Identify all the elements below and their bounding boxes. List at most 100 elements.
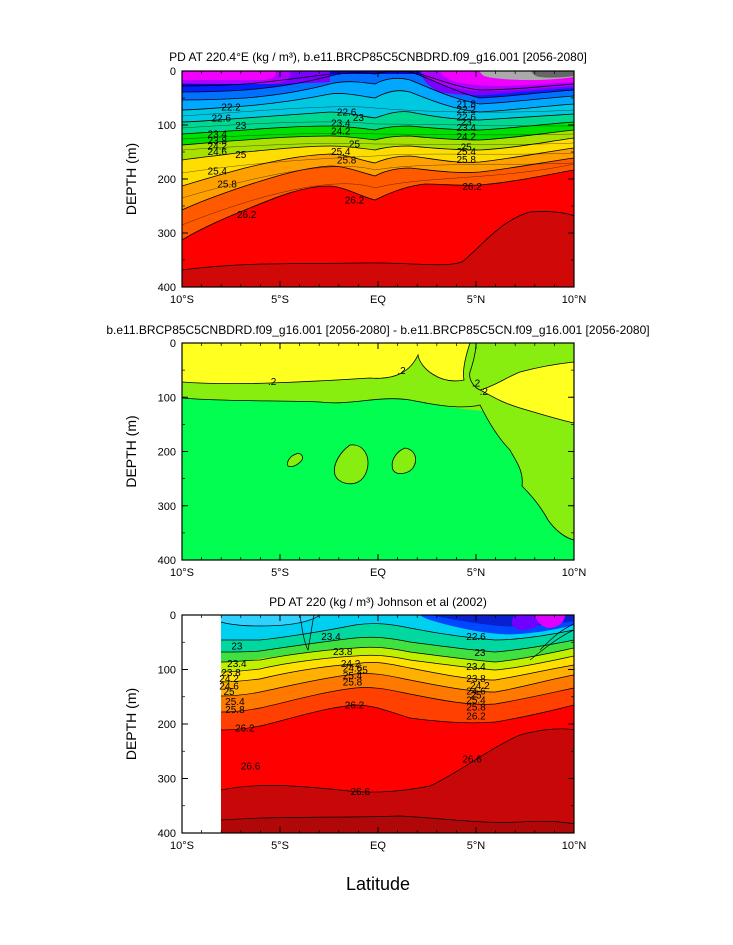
contour-label: 25.8	[456, 155, 476, 166]
contour-label: 24.6	[208, 147, 228, 158]
contour-label: 24.2	[208, 142, 228, 153]
y-tick-label: 400	[158, 828, 176, 840]
contour-label: 22.6	[466, 632, 486, 643]
contour-label: .2	[268, 377, 277, 388]
x-tick-label: 5°N	[467, 567, 486, 579]
panel-2-title: b.e11.BRCP85C5CNBDRD.f09_g16.001 [2056-2…	[106, 323, 649, 337]
contour-label: 25	[470, 691, 482, 702]
contour-label: 23.4	[321, 632, 341, 643]
contour-label: 25.8	[337, 156, 357, 167]
contour-label: 24.6	[219, 681, 239, 692]
contour-label: 23.8	[208, 136, 228, 147]
contour-label: 21.8	[456, 99, 476, 110]
x-tick-label: 5°S	[271, 294, 289, 306]
contour-label: 23.4	[466, 662, 486, 673]
panel-3: PD AT 220 (kg / m³) Johnson et al (2002)	[123, 595, 586, 852]
contour-label: 23	[235, 121, 247, 132]
contour-label: 26.6	[462, 754, 482, 765]
y-tick-label: 0	[170, 338, 176, 350]
x-tick-label: 5°S	[271, 567, 289, 579]
panel-2-contour-labels: .2.2.2.2	[268, 366, 488, 398]
panel-3-fill	[182, 615, 574, 833]
y-tick-label: 100	[158, 392, 176, 404]
contour-label: 25.4	[208, 166, 228, 177]
x-tick-label: 10°S	[170, 294, 194, 306]
y-tick-label: 100	[158, 120, 176, 132]
y-tick-label: 300	[158, 228, 176, 240]
contour-label: 24.2	[341, 659, 361, 670]
y-axis-label: DEPTH (m)	[123, 143, 139, 215]
contour-label: 22.6	[211, 114, 231, 125]
contour-label: 26.2	[345, 196, 365, 207]
contour-label: 22.6	[456, 112, 476, 123]
contour-label: 23.8	[221, 668, 241, 679]
panel-1-axes: 10°S 5°S EQ 5°N 10°N 0 100 200 300 400 DEPTH (m)	[123, 66, 586, 306]
contour-label: 25	[223, 687, 235, 698]
y-tick-label: 400	[158, 555, 176, 567]
contour-label: 25.8	[466, 703, 486, 714]
y-tick-label: 0	[170, 66, 176, 78]
contour-label: 25	[461, 143, 473, 154]
x-tick-label: 5°N	[467, 840, 486, 852]
panel-1: PD AT 220.4°E (kg / m³), b.e11.BRCP85C5C…	[123, 50, 587, 306]
contour-label: 23	[461, 117, 473, 128]
contour-label: 26.6	[241, 762, 261, 773]
contour-label: 22.2	[456, 105, 476, 116]
panel-2: b.e11.BRCP85C5CNBDRD.f09_g16.001 [2056-2…	[106, 323, 649, 579]
contour-label: 25	[357, 666, 369, 677]
contour-label: 23.4	[208, 130, 228, 141]
panel-2-fill	[182, 343, 574, 560]
contour-label: 24.2	[470, 681, 490, 692]
contour-label: 25.4	[466, 696, 486, 707]
contour-label: 24.2	[331, 126, 351, 137]
y-tick-label: 200	[158, 447, 176, 459]
x-axis-label: Latitude	[346, 874, 410, 894]
contour-label: 23	[231, 642, 243, 653]
x-tick-label: 5°S	[271, 840, 289, 852]
x-tick-label: EQ	[370, 840, 386, 852]
x-tick-label: 10°N	[562, 294, 587, 306]
contour-label: 26.2	[462, 182, 482, 193]
y-axis-label: DEPTH (m)	[123, 688, 139, 760]
contour-label: 25.8	[343, 678, 363, 689]
y-tick-label: 0	[170, 610, 176, 622]
panel-1-fill	[182, 71, 574, 287]
contour-label: 25.8	[217, 179, 237, 190]
contour-label: .2	[472, 379, 481, 390]
contour-label: 22.2	[221, 103, 241, 114]
contour-label: .2	[480, 387, 489, 398]
y-tick-label: 200	[158, 174, 176, 186]
contour-label: .2	[397, 366, 406, 377]
x-tick-label: 5°N	[467, 294, 486, 306]
contour-label: 25.4	[343, 671, 363, 682]
panel-3-title: PD AT 220 (kg / m³) Johnson et al (2002)	[269, 595, 487, 609]
x-tick-label: 10°N	[562, 840, 587, 852]
y-tick-label: 100	[158, 665, 176, 677]
contour-label: 23	[353, 113, 365, 124]
contour-label: 25	[349, 139, 361, 150]
contour-label: 25.4	[331, 147, 351, 158]
panel-3-contour-labels: 2323.423.824.224.62525.425.826.226.623.4…	[219, 632, 490, 798]
contour-label: 25.4	[225, 697, 245, 708]
x-tick-label: EQ	[370, 294, 386, 306]
y-axis-label: DEPTH (m)	[123, 415, 139, 487]
panel-3-axes: 10°S 5°S EQ 5°N 10°N 0 100 200 300 400 DEPTH (m)	[123, 610, 586, 852]
x-tick-label: 10°S	[170, 840, 194, 852]
contour-label: 23.8	[466, 674, 486, 685]
contour-label: 23.4	[227, 659, 247, 670]
contour-label: 25.4	[456, 147, 476, 158]
panel-2-axes: 10°S 5°S EQ 5°N 10°N 0 100 200 300 400 DEPTH (m)	[123, 338, 586, 579]
y-tick-label: 200	[158, 719, 176, 731]
contour-label: 23.8	[333, 647, 353, 658]
y-tick-label: 300	[158, 501, 176, 513]
contour-label: 26.2	[235, 723, 255, 734]
x-tick-label: 10°S	[170, 567, 194, 579]
contour-label: 22.6	[337, 108, 357, 119]
contour-label: 25.8	[225, 705, 245, 716]
contour-label: 24.6	[343, 663, 363, 674]
x-tick-label: EQ	[370, 567, 386, 579]
contour-label: 24.6	[466, 686, 486, 697]
contour-label: 23.4	[456, 123, 476, 134]
